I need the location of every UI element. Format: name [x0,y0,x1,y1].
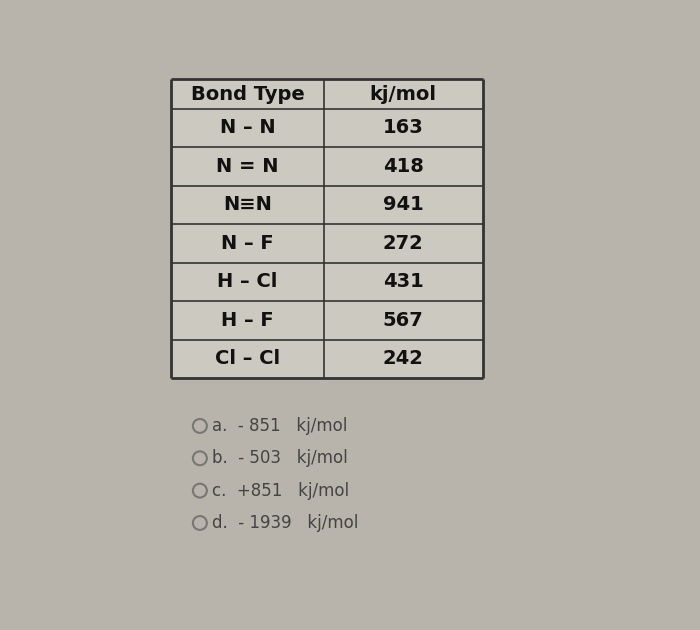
Text: H – F: H – F [221,311,274,330]
Text: 272: 272 [383,234,424,253]
Text: N – F: N – F [221,234,274,253]
Circle shape [193,419,207,433]
Text: N = N: N = N [216,157,279,176]
Text: 163: 163 [383,118,424,137]
Text: 567: 567 [383,311,424,330]
Text: b.  - 503   kj/mol: b. - 503 kj/mol [211,449,347,467]
Text: N≡N: N≡N [223,195,272,214]
Text: a.  - 851   kj/mol: a. - 851 kj/mol [211,417,347,435]
Circle shape [193,451,207,465]
Text: Cl – Cl: Cl – Cl [215,350,280,369]
Text: N – N: N – N [220,118,275,137]
Text: 418: 418 [383,157,424,176]
Text: H – Cl: H – Cl [217,272,278,292]
Bar [172,79,483,378]
Text: 431: 431 [383,272,424,292]
Text: kj/mol: kj/mol [370,84,437,103]
Text: 242: 242 [383,350,424,369]
Text: 941: 941 [383,195,424,214]
Text: d.  - 1939   kj/mol: d. - 1939 kj/mol [211,514,358,532]
Circle shape [193,484,207,498]
Circle shape [193,516,207,530]
Text: Bond Type: Bond Type [190,84,304,103]
Text: c.  +851   kj/mol: c. +851 kj/mol [211,481,349,500]
